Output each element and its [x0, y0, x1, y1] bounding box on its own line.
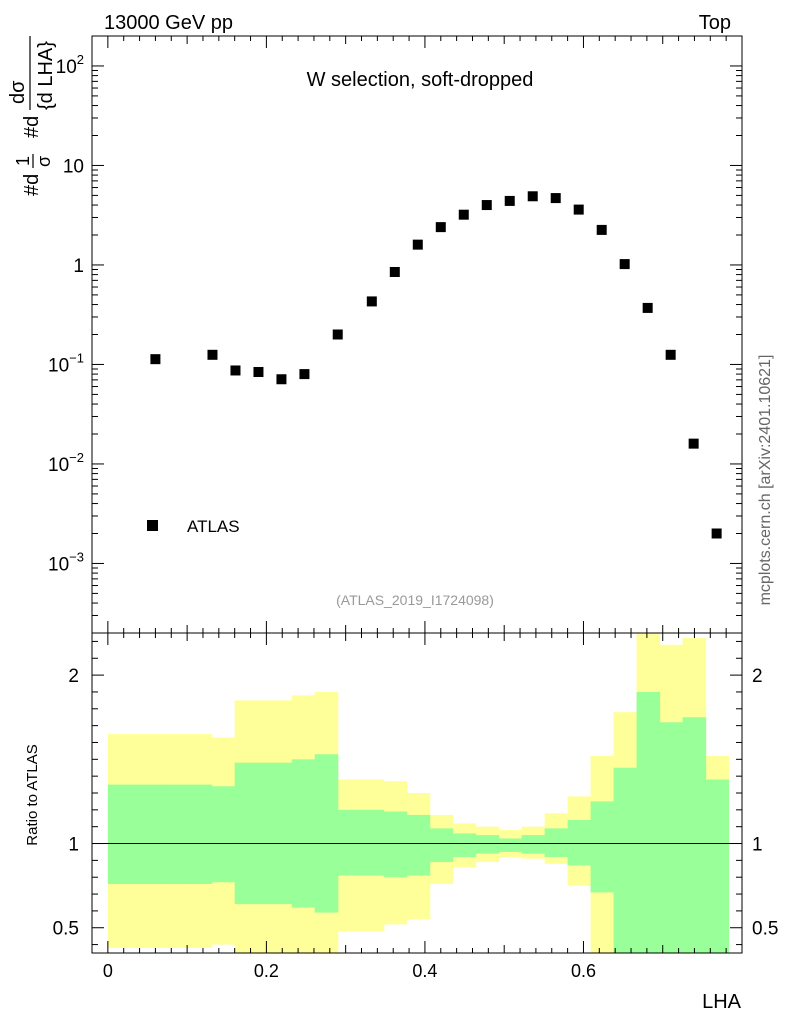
stat-band-bin-11	[383, 811, 408, 878]
ratio-y-tick-label-right: 0.5	[752, 919, 778, 940]
energy-label: 13000 GeV pp	[104, 12, 233, 34]
data-point	[299, 369, 310, 380]
stat-band-bin-19	[567, 819, 592, 866]
ratio-y-tick-label: 0.5	[53, 919, 79, 940]
data-point	[253, 366, 264, 377]
stat-band-bin-17	[521, 835, 546, 854]
ratio-y-tick-label: 2	[68, 666, 79, 687]
data-point	[550, 193, 561, 204]
plot-title: W selection, soft-dropped	[307, 69, 534, 91]
stat-band-bin-14	[452, 833, 477, 857]
watermark: mcplots.cern.ch [arXiv:2401.10621]	[757, 355, 774, 606]
stat-band-bin-16	[498, 838, 523, 852]
main-y-tick-labels: 10−3 10−2 10−1 1 10 102	[48, 52, 84, 576]
stat-band-bin-12	[406, 814, 431, 876]
data-point	[412, 239, 423, 250]
main-y-tick-label: 10	[63, 156, 84, 177]
ratio-y-tick-labels: 0.5 0.5 1 1 2 2	[53, 666, 779, 940]
stat-band-bin-13	[429, 828, 454, 863]
y-label-d2: #d	[21, 116, 43, 138]
data-point	[332, 329, 343, 340]
main-y-tick-label: 10−3	[48, 549, 84, 575]
ratio-y-tick-label-right: 1	[752, 835, 763, 856]
stat-band-bin-10	[360, 809, 385, 876]
y-label-sigma: σ	[34, 156, 54, 167]
main-axis-ticks	[92, 35, 743, 634]
data-point	[207, 349, 218, 360]
legend-marker	[147, 520, 158, 531]
stat-band-bin-9	[337, 809, 362, 876]
data-point	[435, 222, 446, 233]
data-point	[481, 200, 492, 211]
data-point	[619, 259, 630, 270]
stat-band-bin-8	[314, 754, 339, 913]
data-point	[527, 191, 538, 202]
stat-band-bin-23	[659, 722, 684, 953]
stat-band-bin-24	[682, 717, 707, 953]
stat-band-bin-0	[107, 784, 137, 884]
ratio-y-tick-label-right: 2	[752, 666, 763, 687]
stat-band-bin-25	[705, 779, 730, 953]
stat-band-bin-7	[291, 759, 316, 908]
y-label-dsigma: dσ	[7, 80, 29, 104]
y-label-one: 1	[13, 156, 33, 166]
x-tick-label: 0.4	[412, 961, 437, 981]
data-point	[573, 204, 584, 215]
data-point	[504, 195, 515, 206]
x-tick-label: 0	[103, 961, 113, 981]
data-point	[389, 266, 400, 277]
main-y-tick-label: 102	[56, 52, 84, 78]
legend-label: ATLAS	[187, 517, 240, 536]
data-point	[711, 528, 722, 539]
stat-band-bin-20	[590, 801, 615, 893]
data-point	[276, 374, 287, 385]
data-point	[665, 349, 676, 360]
data-point	[230, 365, 241, 376]
ratio-y-tick-label: 1	[68, 835, 79, 856]
ratio-y-axis-label: Ratio to ATLAS	[24, 744, 41, 845]
stat-band-bin-21	[613, 767, 638, 953]
data-point	[642, 302, 653, 313]
data-point	[366, 296, 377, 307]
main-y-tick-label: 1	[73, 256, 84, 277]
stat-band-bin-6	[268, 762, 293, 905]
x-tick-labels: 0 0.2 0.4 0.6	[103, 961, 596, 981]
data-point	[458, 209, 469, 220]
process-label: Top	[699, 12, 731, 34]
stat-band-bin-15	[475, 835, 500, 854]
stat-band-bin-3	[191, 784, 213, 884]
stat-band-bin-18	[544, 828, 569, 857]
ratio-bands	[107, 633, 730, 953]
data-point	[688, 438, 699, 449]
x-tick-label: 0.2	[254, 961, 279, 981]
stat-band-bin-4	[211, 786, 236, 883]
data-point	[596, 224, 607, 235]
main-plot-frame	[91, 35, 743, 634]
main-y-tick-label: 10−1	[48, 350, 84, 376]
analysis-id: (ATLAS_2019_I1724098)	[336, 592, 494, 608]
y-label-dlha: {d LHA}	[35, 41, 57, 110]
data-point	[150, 354, 161, 365]
ratio-axis-ticks	[92, 633, 743, 953]
stat-band-bin-1	[135, 784, 164, 884]
data-markers	[150, 191, 722, 539]
x-axis-label: LHA	[702, 991, 742, 1013]
stat-band-bin-22	[636, 691, 661, 953]
x-tick-label: 0.6	[571, 961, 596, 981]
stat-band-bin-2	[163, 784, 192, 884]
stat-band-bin-5	[234, 762, 270, 905]
main-y-tick-label: 10−2	[48, 450, 84, 476]
main-y-axis-label: #d 1 σ #d dσ {d LHA}	[7, 36, 57, 196]
y-label-d: #d	[21, 174, 43, 196]
